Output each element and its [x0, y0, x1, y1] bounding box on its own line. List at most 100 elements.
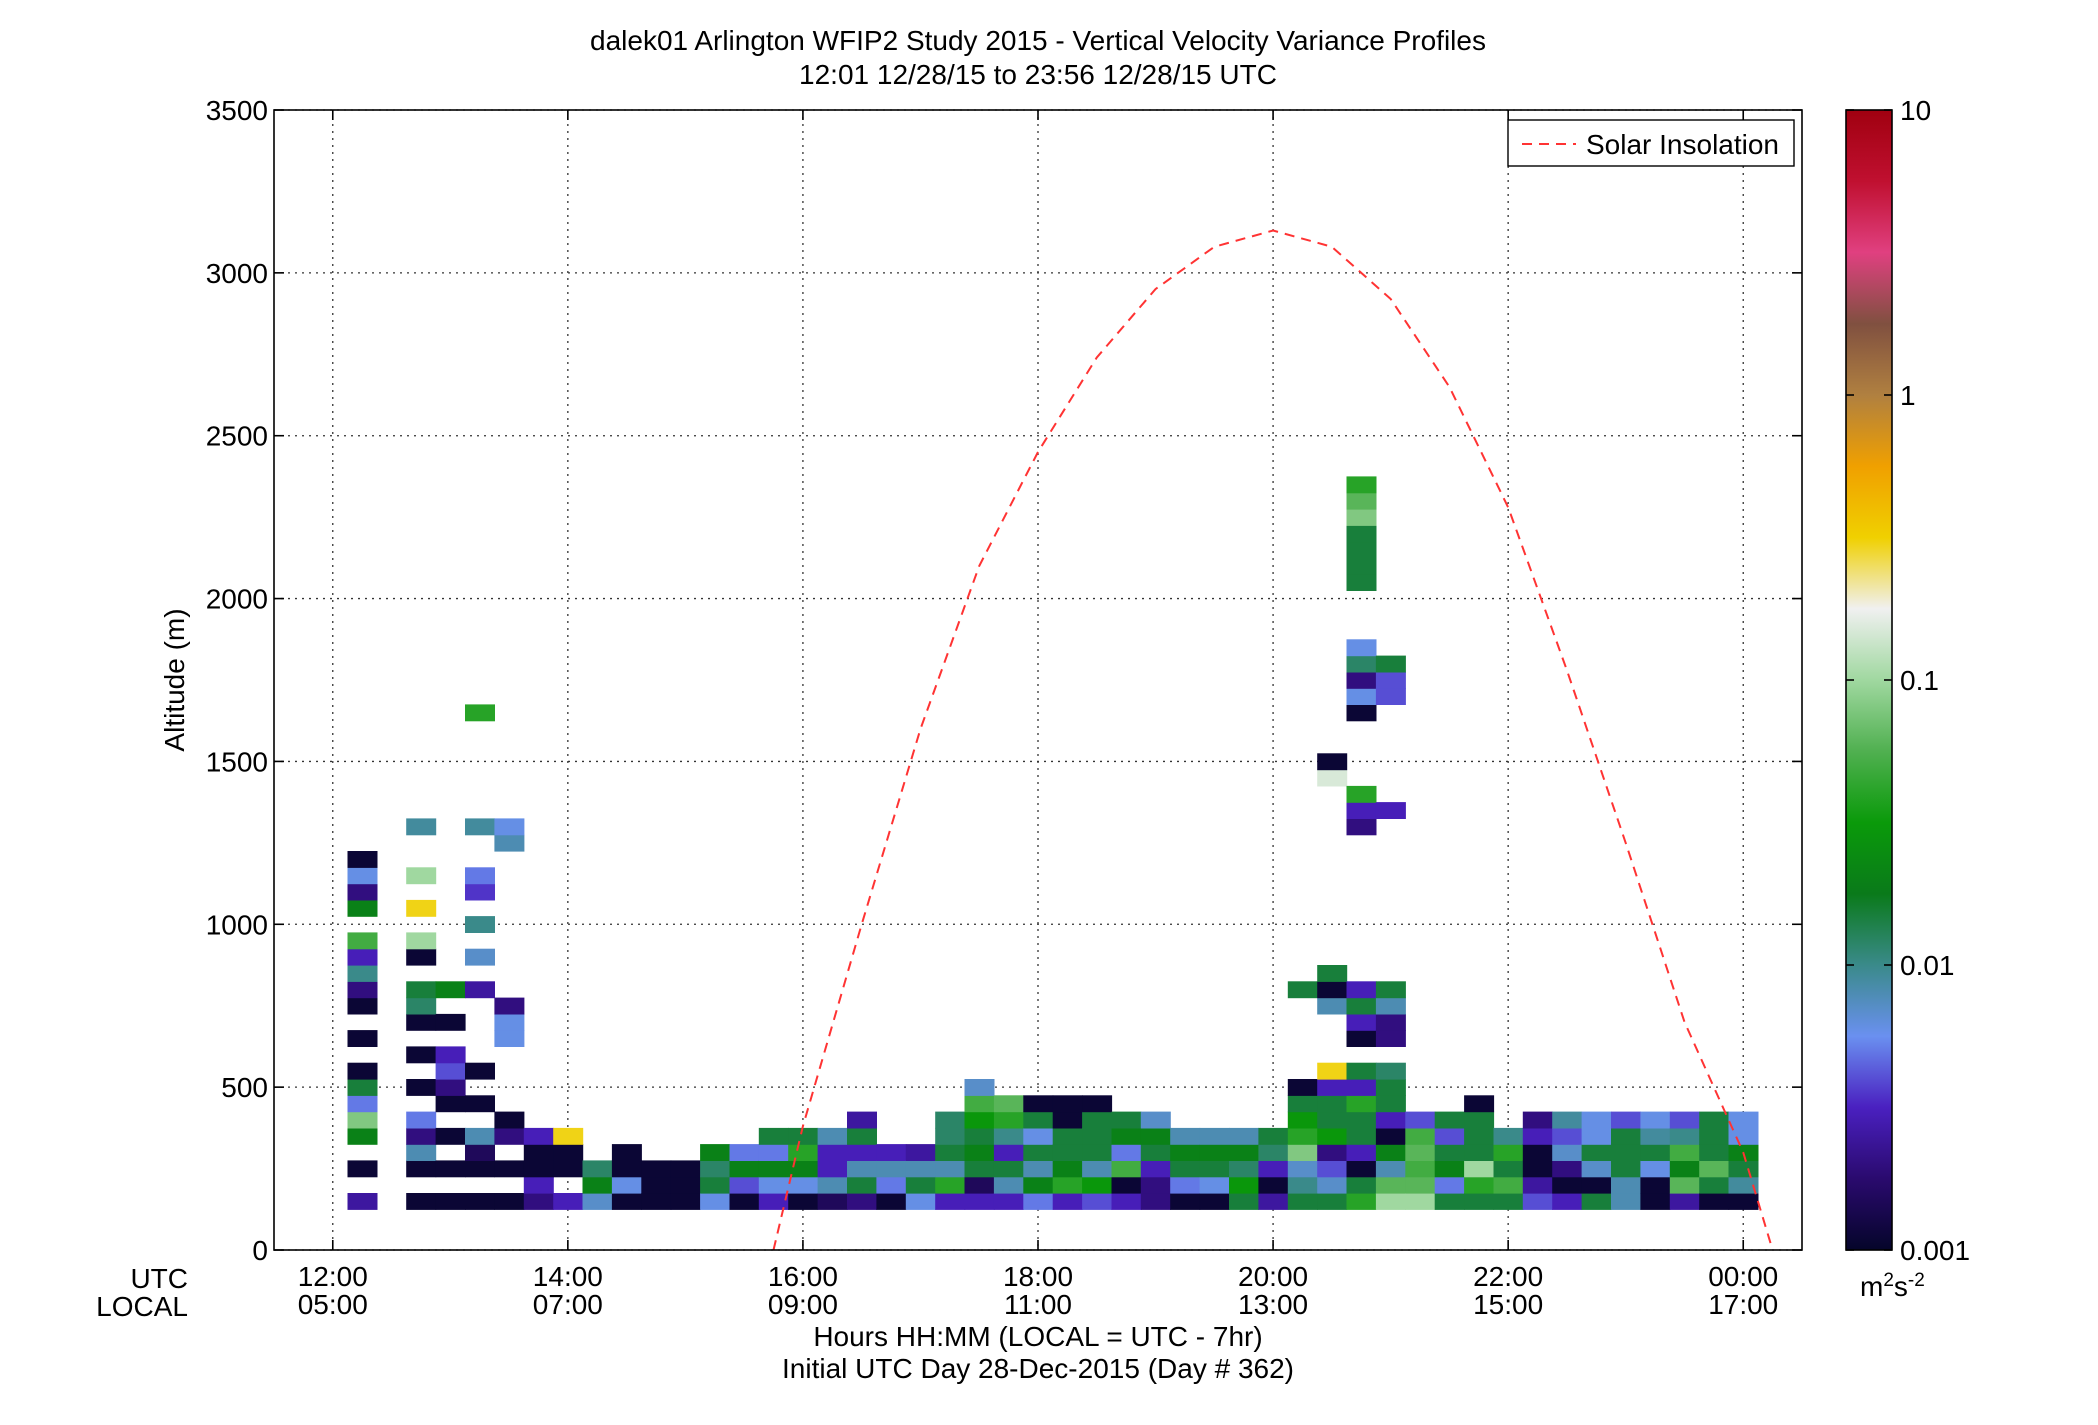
heatmap-cell — [905, 1193, 936, 1210]
heatmap-cell — [700, 1193, 731, 1210]
heatmap-cell — [1346, 1062, 1377, 1080]
heatmap-cell — [1287, 1111, 1318, 1129]
heatmap-cell — [1317, 753, 1348, 771]
colorbar-ticks: 0.001 0.01 0.1 1 10 — [1846, 95, 1970, 1266]
heatmap-cell — [1317, 997, 1348, 1015]
heatmap-cell — [788, 1176, 819, 1194]
heatmap-cell — [1052, 1160, 1083, 1178]
heatmap-cell — [1375, 671, 1406, 689]
heatmap-cell — [1170, 1160, 1201, 1178]
heatmap-cell — [1434, 1144, 1465, 1161]
heatmap-cell — [1317, 1144, 1348, 1161]
heatmap-cell — [1346, 818, 1377, 836]
heatmap-cell — [465, 867, 495, 885]
heatmap-cell — [817, 1193, 848, 1210]
heatmap-cell — [406, 932, 437, 950]
colorbar-tick-label: 10 — [1900, 95, 1931, 126]
heatmap-cell — [347, 1193, 378, 1210]
heatmap-cell — [1346, 1095, 1377, 1113]
x-tick-label-local: 07:00 — [533, 1289, 603, 1320]
heatmap-cell — [1111, 1111, 1142, 1129]
heatmap-cell — [1111, 1176, 1142, 1194]
heatmap-cell — [465, 981, 495, 999]
heatmap-cell — [553, 1193, 584, 1210]
heatmap-cell — [1552, 1111, 1583, 1129]
heatmap-cell — [406, 1111, 437, 1129]
heatmap-cell — [1522, 1127, 1553, 1145]
heatmap-cell — [435, 1127, 466, 1145]
heatmap-cell — [1082, 1176, 1113, 1194]
heatmap-cell — [494, 1127, 525, 1145]
x-tick-label-local: 11:00 — [1004, 1289, 1072, 1320]
heatmap-cell — [1023, 1144, 1054, 1161]
heatmap-cell — [1287, 1144, 1318, 1161]
heatmap-cell — [905, 1144, 936, 1161]
heatmap-cell — [1552, 1160, 1583, 1178]
heatmap-cell — [993, 1095, 1024, 1113]
heatmap-cell — [1082, 1144, 1113, 1161]
y-tick-label: 1000 — [206, 909, 268, 940]
heatmap-cell — [1611, 1160, 1641, 1178]
heatmap-cell — [435, 1013, 466, 1031]
heatmap-cell — [1346, 671, 1377, 689]
heatmap-cell — [1346, 476, 1377, 494]
heatmap-cell — [1375, 1176, 1406, 1194]
heatmap-cell — [1170, 1176, 1201, 1194]
heatmap-cell — [1522, 1176, 1553, 1194]
heatmap-cell — [1375, 1111, 1406, 1129]
heatmap-cell — [758, 1127, 789, 1145]
heatmap-cell — [670, 1160, 701, 1178]
heatmap-cell — [788, 1144, 819, 1161]
heatmap-cell — [1669, 1160, 1700, 1178]
heatmap-cell — [1258, 1127, 1289, 1145]
heatmap-cell — [1229, 1127, 1259, 1145]
legend-frame — [1507, 119, 1795, 167]
y-tick-label: 500 — [221, 1072, 268, 1103]
heatmap-cell — [1346, 1030, 1377, 1047]
heatmap-cell — [1522, 1111, 1553, 1129]
heatmap-cell — [465, 1095, 495, 1113]
heatmap-cell — [1640, 1111, 1671, 1129]
heatmap-cell — [1346, 802, 1377, 819]
heatmap-cell — [611, 1193, 642, 1210]
heatmap-cell — [905, 1160, 936, 1178]
x-tick-label-utc: 12:00 — [298, 1261, 368, 1292]
heatmap-cell — [817, 1176, 848, 1194]
heatmap-cell — [935, 1160, 966, 1178]
x-tick-label-local: 13:00 — [1238, 1289, 1308, 1320]
heatmap-cell — [1140, 1127, 1171, 1145]
heatmap-cell — [406, 1160, 437, 1178]
heatmap-cell — [465, 704, 495, 722]
heatmap-cell — [1229, 1160, 1259, 1178]
heatmap-cell — [611, 1176, 642, 1194]
heatmap-cell — [553, 1144, 584, 1161]
heatmap-cell — [935, 1176, 966, 1194]
colorbar-unit-sup2: -2 — [1908, 1270, 1925, 1291]
heatmap-cell — [1699, 1111, 1730, 1129]
heatmap-cell — [406, 899, 437, 917]
heatmap-cell — [1464, 1160, 1495, 1178]
heatmap-cell — [494, 1030, 525, 1047]
heatmap-cell — [1317, 1176, 1348, 1194]
heatmap-cell — [347, 1111, 378, 1129]
heatmap-cell — [1611, 1144, 1641, 1161]
heatmap-cell — [876, 1160, 907, 1178]
heatmap-cell — [1522, 1193, 1553, 1210]
heatmap-cell — [935, 1144, 966, 1161]
colorbar-unit: m2s-2 — [1860, 1270, 1925, 1303]
heatmap-cell — [406, 1079, 437, 1096]
heatmap-cell — [1434, 1160, 1465, 1178]
heatmap-cell — [435, 1160, 466, 1178]
heatmap-cell — [1669, 1111, 1700, 1129]
heatmap-cell — [817, 1160, 848, 1178]
heatmap-cell — [1199, 1193, 1230, 1210]
heatmap-cell — [611, 1160, 642, 1178]
heatmap-cell — [347, 1079, 378, 1096]
x-axis-label: Hours HH:MM (LOCAL = UTC - 7hr) — [813, 1321, 1262, 1352]
heatmap-cell — [406, 1144, 437, 1161]
heatmap-cell — [347, 1127, 378, 1145]
heatmap-cell — [1375, 1160, 1406, 1178]
heatmap-cell — [1640, 1144, 1671, 1161]
heatmap-cell — [1611, 1111, 1641, 1129]
